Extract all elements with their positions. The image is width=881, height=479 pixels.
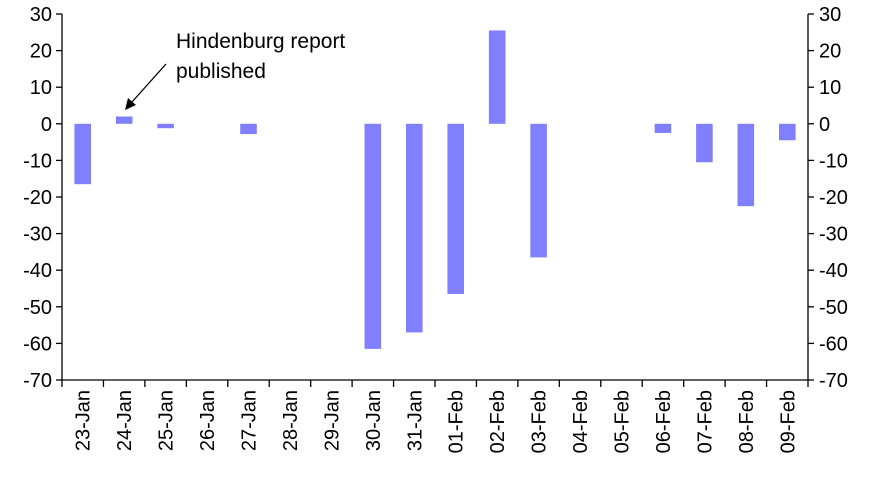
bar-27-Jan (240, 123, 257, 135)
category-label-31-Jan: 31-Jan (404, 390, 426, 451)
category-label-29-Jan: 29-Jan (321, 390, 343, 451)
left-axis-ticks: 30 20 10 0 -10 -20 -30 -40 -50 -60 -70 (23, 4, 62, 392)
bar-06-Feb (654, 123, 672, 133)
left-tick-label: -60 (23, 333, 52, 355)
bar-09-Feb (778, 123, 796, 141)
annotation-arrow-line (131, 63, 167, 103)
annotation: Hindenburg report published (125, 30, 345, 110)
bar-31-Jan (405, 123, 423, 333)
annotation-arrowhead (125, 98, 136, 110)
category-label-23-Jan: 23-Jan (73, 390, 95, 451)
annotation-line-2: published (176, 60, 266, 83)
right-tick-label: 30 (819, 4, 841, 26)
right-tick-label: -60 (819, 333, 848, 355)
bar-03-Feb (530, 123, 547, 258)
left-tick-label: -50 (23, 297, 52, 319)
right-tick-label: -30 (819, 224, 848, 246)
right-tick-label: -10 (819, 150, 848, 172)
bar-08-Feb (737, 123, 755, 207)
right-tick-label: 20 (819, 41, 841, 63)
axes-group (61, 14, 809, 387)
bar-24-Jan (115, 116, 133, 124)
left-tick-label: 20 (30, 41, 52, 63)
category-label-26-Jan: 26-Jan (197, 390, 219, 451)
right-tick-label: 0 (819, 114, 830, 136)
bar-23-Jan (74, 123, 92, 185)
left-tick-label: 10 (30, 77, 52, 99)
category-label-02-Feb: 02-Feb (487, 390, 509, 453)
right-tick-label: -40 (819, 260, 848, 282)
left-tick-label: -10 (23, 150, 52, 172)
left-tick-label: -40 (23, 260, 52, 282)
category-label-01-Feb: 01-Feb (446, 390, 468, 453)
category-label-30-Jan: 30-Jan (363, 390, 385, 451)
category-label-09-Feb: 09-Feb (777, 390, 799, 453)
category-label-03-Feb: 03-Feb (529, 390, 551, 453)
category-label-05-Feb: 05-Feb (612, 390, 634, 453)
bar-07-Feb (696, 123, 713, 163)
bar-01-Feb (447, 123, 465, 294)
right-tick-label: -50 (819, 297, 848, 319)
category-labels: 23-Jan 24-Jan 25-Jan 26-Jan 27-Jan 28-Jan 29-J… (73, 390, 800, 453)
category-label-08-Feb: 08-Feb (736, 390, 758, 453)
left-tick-label: -20 (23, 187, 52, 209)
category-label-06-Feb: 06-Feb (653, 390, 675, 453)
left-tick-label: -70 (23, 370, 52, 392)
bar-02-Feb (488, 30, 506, 124)
category-label-25-Jan: 25-Jan (156, 390, 178, 451)
left-tick-label: -30 (23, 224, 52, 246)
bar-30-Jan (364, 123, 382, 349)
right-tick-label: -70 (819, 370, 848, 392)
right-tick-label: -20 (819, 187, 848, 209)
annotation-line-1: Hindenburg report (176, 30, 345, 53)
category-label-27-Jan: 27-Jan (239, 390, 261, 451)
category-label-04-Feb: 04-Feb (570, 390, 592, 453)
category-label-28-Jan: 28-Jan (280, 390, 302, 451)
right-axis-ticks: 30 20 10 0 -10 -20 -30 -40 -50 -60 -70 (808, 4, 848, 392)
right-tick-label: 10 (819, 77, 841, 99)
bars-group (74, 30, 796, 349)
category-label-07-Feb: 07-Feb (694, 390, 716, 453)
left-tick-label: 30 (30, 4, 52, 26)
category-label-24-Jan: 24-Jan (114, 390, 136, 451)
left-tick-label: 0 (41, 114, 52, 136)
bar-25-Jan (157, 123, 174, 129)
